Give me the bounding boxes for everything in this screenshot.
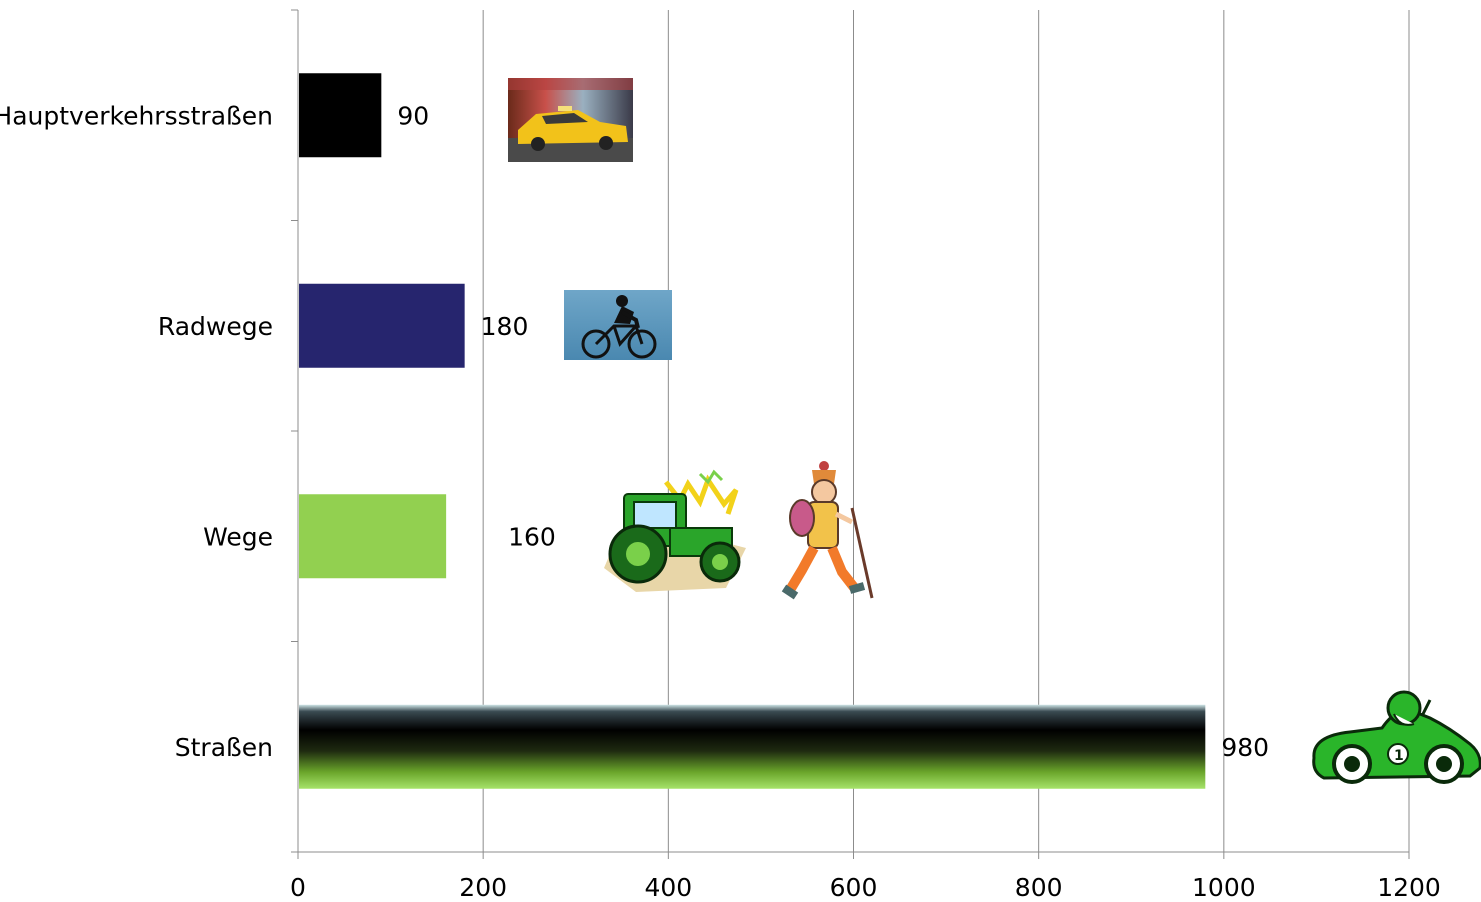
category-label: Straßen <box>175 733 273 762</box>
taxi-photo <box>508 78 633 162</box>
axes <box>291 9 1410 859</box>
bar <box>299 283 465 368</box>
x-tick-labels: 0 200 400 600 800 1000 1200 <box>290 873 1441 902</box>
x-tick-label: 800 <box>1015 873 1063 902</box>
category-label: Hauptverkehrsstraßen <box>0 101 273 130</box>
bar <box>299 704 1206 789</box>
x-tick-label: 0 <box>290 873 306 902</box>
race-car-clipart: 1 <box>1312 690 1481 784</box>
x-tick-label: 1200 <box>1377 873 1441 902</box>
data-label: 980 <box>1221 733 1269 762</box>
data-label: 180 <box>481 312 529 341</box>
x-tick-label: 600 <box>830 873 878 902</box>
bar <box>299 494 447 579</box>
bars <box>299 73 1206 789</box>
x-tick-label: 200 <box>459 873 507 902</box>
data-label: 90 <box>397 101 429 130</box>
svg-text:1: 1 <box>1394 748 1404 764</box>
bar <box>299 73 382 158</box>
x-tick-label: 400 <box>644 873 692 902</box>
x-tick-label: 1000 <box>1192 873 1256 902</box>
data-label: 160 <box>508 522 556 551</box>
tractor-clipart <box>604 469 746 592</box>
data-labels: 90 180 160 980 <box>397 101 1269 762</box>
category-labels: Hauptverkehrsstraßen Radwege Wege Straßen <box>0 101 273 762</box>
hiker-clipart <box>781 461 874 600</box>
cyclist-photo <box>564 290 672 360</box>
category-label: Wege <box>203 522 273 551</box>
category-label: Radwege <box>158 312 273 341</box>
